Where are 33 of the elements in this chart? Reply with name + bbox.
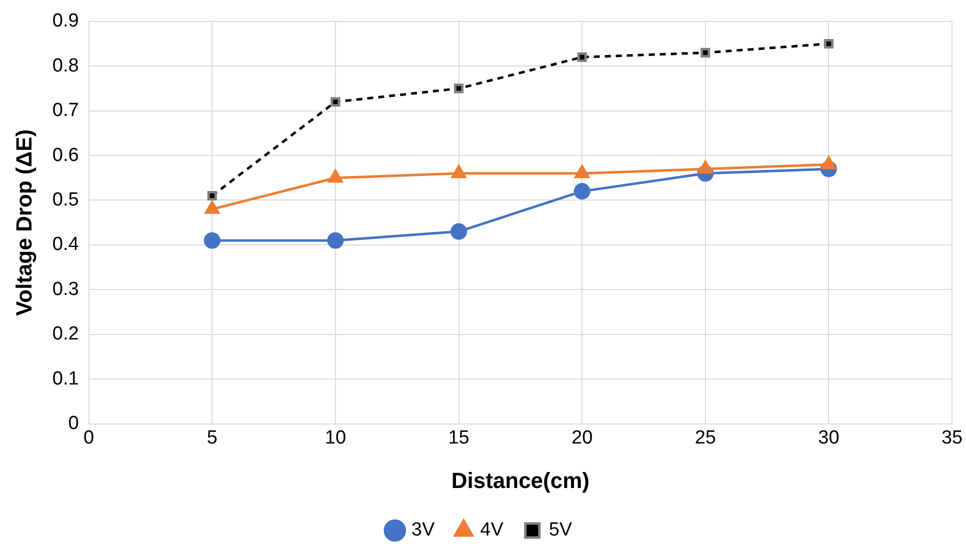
point [700,48,710,58]
legend-label: 5V [548,520,572,541]
legend-label: 4V [480,520,504,541]
x-tick-label: 35 [941,427,963,448]
x-tick-label: 0 [84,427,94,448]
y-tick-label: 0.7 [52,100,79,122]
y-axis-title: Voltage Drop (ΔE) [11,129,36,316]
y-tick-label: 0.2 [52,324,79,345]
y-tick-label: 0.1 [52,368,79,390]
x-tick-label: 20 [571,427,593,448]
y-tick-label: 0.5 [52,189,79,210]
y-tick-label: 0.3 [52,278,79,300]
y-tick-label: 0.6 [52,144,79,166]
point [574,183,590,200]
x-tick-label: 10 [324,427,346,448]
legend-label: 3V [411,520,435,541]
point [327,232,344,249]
x-axis-title: Distance(cm) [451,468,590,493]
y-tick-label: 0 [68,413,79,434]
x-tick-label: 15 [448,427,470,448]
x-tick-label: 5 [206,427,218,448]
point [454,84,464,94]
point [204,232,220,249]
point [577,52,587,62]
point [330,97,340,107]
point [450,223,467,240]
point [207,190,217,201]
point [824,38,834,49]
y-tick-label: 0.8 [52,55,79,76]
x-tick-label: 25 [694,427,716,448]
y-tick-label: 0.4 [52,234,80,256]
x-tick-label: 30 [818,427,840,448]
y-tick-label: 0.9 [52,10,79,32]
